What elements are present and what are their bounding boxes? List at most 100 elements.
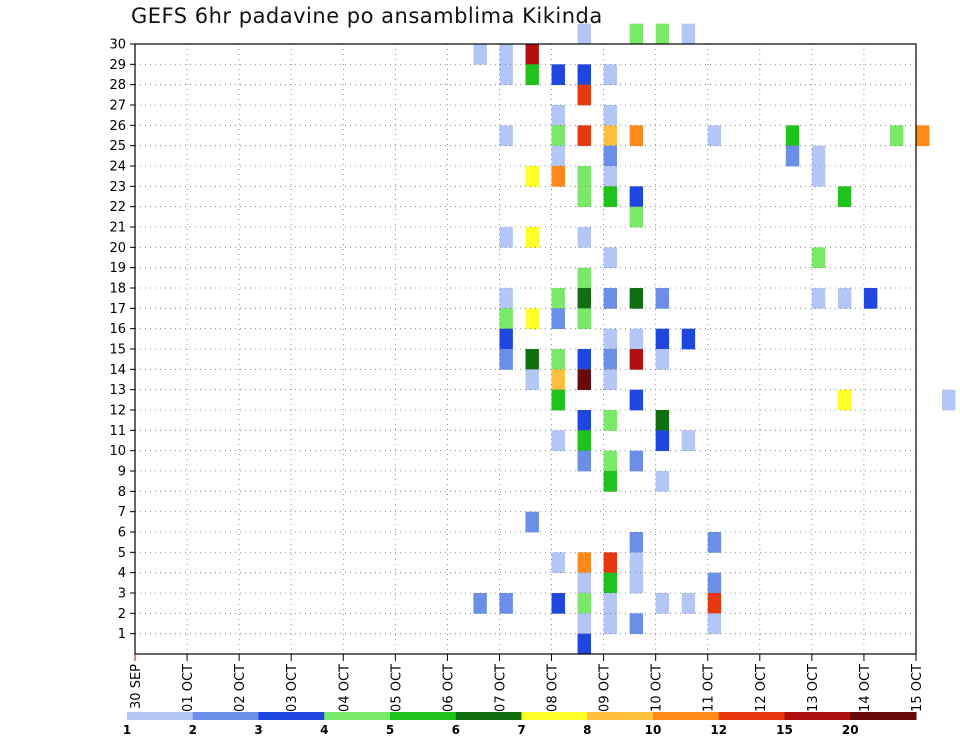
heatmap-cell bbox=[785, 145, 800, 167]
heatmap-cell bbox=[551, 105, 565, 126]
heatmap-cell bbox=[603, 552, 618, 574]
heatmap-cell bbox=[629, 450, 644, 472]
heatmap-cell bbox=[577, 125, 591, 147]
heatmap-cell bbox=[499, 349, 513, 370]
y-tick-label: 18 bbox=[109, 282, 126, 297]
y-tick-label: 6 bbox=[118, 526, 126, 541]
legend-label: 3 bbox=[254, 723, 262, 737]
heatmap-cell bbox=[655, 593, 670, 614]
legend-swatch bbox=[455, 712, 522, 720]
heatmap-cell bbox=[603, 288, 618, 309]
x-tick-label: 14 OCT bbox=[858, 664, 873, 712]
heatmap-cell bbox=[811, 288, 826, 309]
legend-swatch bbox=[258, 712, 325, 720]
legend-label: 20 bbox=[842, 723, 859, 737]
legend-swatch bbox=[127, 712, 194, 720]
heatmap-cell bbox=[837, 389, 852, 411]
legend-swatch bbox=[324, 712, 391, 720]
heatmap-cell bbox=[811, 166, 826, 187]
heatmap-cell bbox=[577, 410, 591, 431]
y-tick-label: 21 bbox=[109, 221, 126, 236]
y-tick-label: 9 bbox=[118, 465, 126, 480]
heatmap-cell bbox=[655, 471, 670, 492]
heatmap-cell bbox=[603, 471, 618, 492]
y-tick-label: 1 bbox=[118, 627, 126, 642]
legend-label: 12 bbox=[710, 723, 727, 737]
y-axis: 1234567891011121314151617181920212223242… bbox=[109, 38, 135, 642]
heatmap-cell bbox=[681, 430, 696, 452]
heatmap-cell bbox=[577, 267, 591, 289]
heatmap-cell bbox=[499, 125, 513, 147]
x-tick-label: 08 OCT bbox=[546, 664, 561, 712]
heatmap-cell bbox=[551, 166, 565, 187]
legend-label: 7 bbox=[517, 723, 525, 737]
y-tick-label: 13 bbox=[109, 383, 126, 398]
heatmap-cell bbox=[942, 389, 956, 411]
x-tick-label: 06 OCT bbox=[441, 664, 456, 712]
legend-label: 8 bbox=[583, 723, 591, 737]
heatmap-cell bbox=[551, 308, 565, 330]
legend-swatch bbox=[718, 712, 785, 720]
heatmap-cell bbox=[916, 125, 930, 147]
y-tick-label: 30 bbox=[109, 38, 126, 53]
legend-swatch bbox=[521, 712, 588, 720]
legend-label: 1 bbox=[123, 723, 131, 737]
heatmap-cell bbox=[785, 125, 800, 147]
legend-swatch bbox=[653, 712, 720, 720]
heatmap-cell bbox=[577, 450, 591, 472]
x-tick-label: 13 OCT bbox=[806, 664, 821, 712]
heatmap-cell bbox=[577, 552, 591, 574]
y-tick-label: 16 bbox=[109, 322, 126, 337]
heatmap-cell bbox=[603, 593, 618, 614]
heatmap-cell bbox=[577, 308, 591, 330]
heatmap-cell bbox=[577, 166, 591, 187]
y-tick-label: 28 bbox=[109, 78, 126, 93]
y-tick-label: 19 bbox=[109, 261, 126, 276]
y-tick-label: 11 bbox=[109, 424, 126, 439]
x-tick-label: 10 OCT bbox=[650, 664, 665, 712]
heatmap-cell bbox=[499, 64, 513, 86]
x-tick-label: 30 SEP bbox=[129, 664, 144, 709]
legend-label: 2 bbox=[189, 723, 197, 737]
y-tick-label: 10 bbox=[109, 444, 126, 459]
heatmap-cell bbox=[603, 349, 618, 370]
heatmap-cell bbox=[499, 308, 513, 330]
heatmap-cell bbox=[811, 247, 826, 269]
heatmap-cell bbox=[577, 349, 591, 370]
heatmap-cell bbox=[603, 125, 618, 147]
heatmap-cell bbox=[577, 23, 591, 45]
heatmap-cell bbox=[603, 613, 618, 635]
heatmap-cell bbox=[629, 349, 644, 370]
heatmap-cell bbox=[629, 288, 644, 309]
legend-label: 5 bbox=[386, 723, 394, 737]
heatmap-cell bbox=[473, 44, 487, 65]
x-axis: 30 SEP 01 OCT 02 OCT 03 OCT 04 OCT 05 OCT 06 O… bbox=[129, 654, 925, 712]
heatmap-cell bbox=[577, 430, 591, 452]
heatmap-cell bbox=[551, 288, 565, 309]
heatmap-cell bbox=[681, 23, 696, 45]
y-tick-label: 2 bbox=[118, 607, 126, 622]
heatmap-cell bbox=[525, 369, 539, 391]
heatmap-cell bbox=[603, 450, 618, 472]
x-tick-label: 03 OCT bbox=[285, 664, 300, 712]
heatmap-cell bbox=[473, 593, 487, 614]
x-tick-label: 04 OCT bbox=[337, 664, 352, 712]
heatmap-cell bbox=[525, 44, 539, 65]
y-tick-label: 20 bbox=[109, 241, 126, 256]
heatmap-cell bbox=[577, 186, 591, 208]
color-legend: 1 2 3 4 5 6 7 8 10 12 15 20 bbox=[123, 712, 917, 737]
y-tick-label: 23 bbox=[109, 180, 126, 195]
heatmap-cell bbox=[577, 572, 591, 594]
heatmap-cell bbox=[577, 369, 591, 391]
heatmap-cell bbox=[707, 572, 722, 594]
y-tick-label: 5 bbox=[118, 546, 126, 561]
heatmap-cell bbox=[577, 288, 591, 309]
y-tick-label: 24 bbox=[109, 160, 126, 175]
heatmap-cell bbox=[707, 613, 722, 635]
heatmap-cell bbox=[577, 64, 591, 86]
heatmap-cell bbox=[629, 552, 644, 574]
heatmap-cell bbox=[551, 125, 565, 147]
x-tick-label: 15 OCT bbox=[910, 664, 925, 712]
x-tick-label: 07 OCT bbox=[493, 664, 508, 712]
legend-swatch bbox=[587, 712, 654, 720]
